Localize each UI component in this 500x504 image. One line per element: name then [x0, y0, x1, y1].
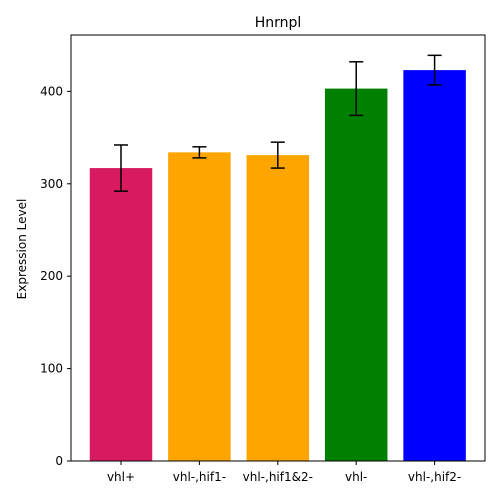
bar-3 — [324, 88, 388, 461]
y-axis-label: Expression Level — [15, 199, 29, 300]
x-tick-label-4: vhl-,hif2- — [408, 470, 461, 484]
x-tick-label-0: vhl+ — [107, 470, 135, 484]
bar-4 — [403, 70, 466, 462]
bars-layer — [89, 70, 466, 462]
error-bars-layer — [114, 54, 442, 192]
x-tick-label-2: vhl-,hif1&2- — [243, 470, 313, 484]
bar-0 — [89, 168, 153, 461]
bar-1 — [168, 152, 231, 462]
y-tick-label-4: 400 — [40, 84, 63, 98]
x-tick-label-1: vhl-,hif1- — [173, 470, 226, 484]
y-tick-label-2: 200 — [40, 269, 63, 283]
y-tick-label-0: 0 — [55, 454, 63, 468]
ticks-layer: vhl+ vhl-,hif1- vhl-,hif1&2- vhl-vhl-,hif2-… — [40, 84, 461, 484]
chart-title: Hnrnpl — [255, 15, 302, 31]
bar-2 — [246, 155, 310, 461]
y-tick-label-3: 300 — [40, 177, 63, 191]
y-tick-label-1: 100 — [40, 362, 63, 376]
x-tick-label-3: vhl- — [345, 470, 367, 484]
